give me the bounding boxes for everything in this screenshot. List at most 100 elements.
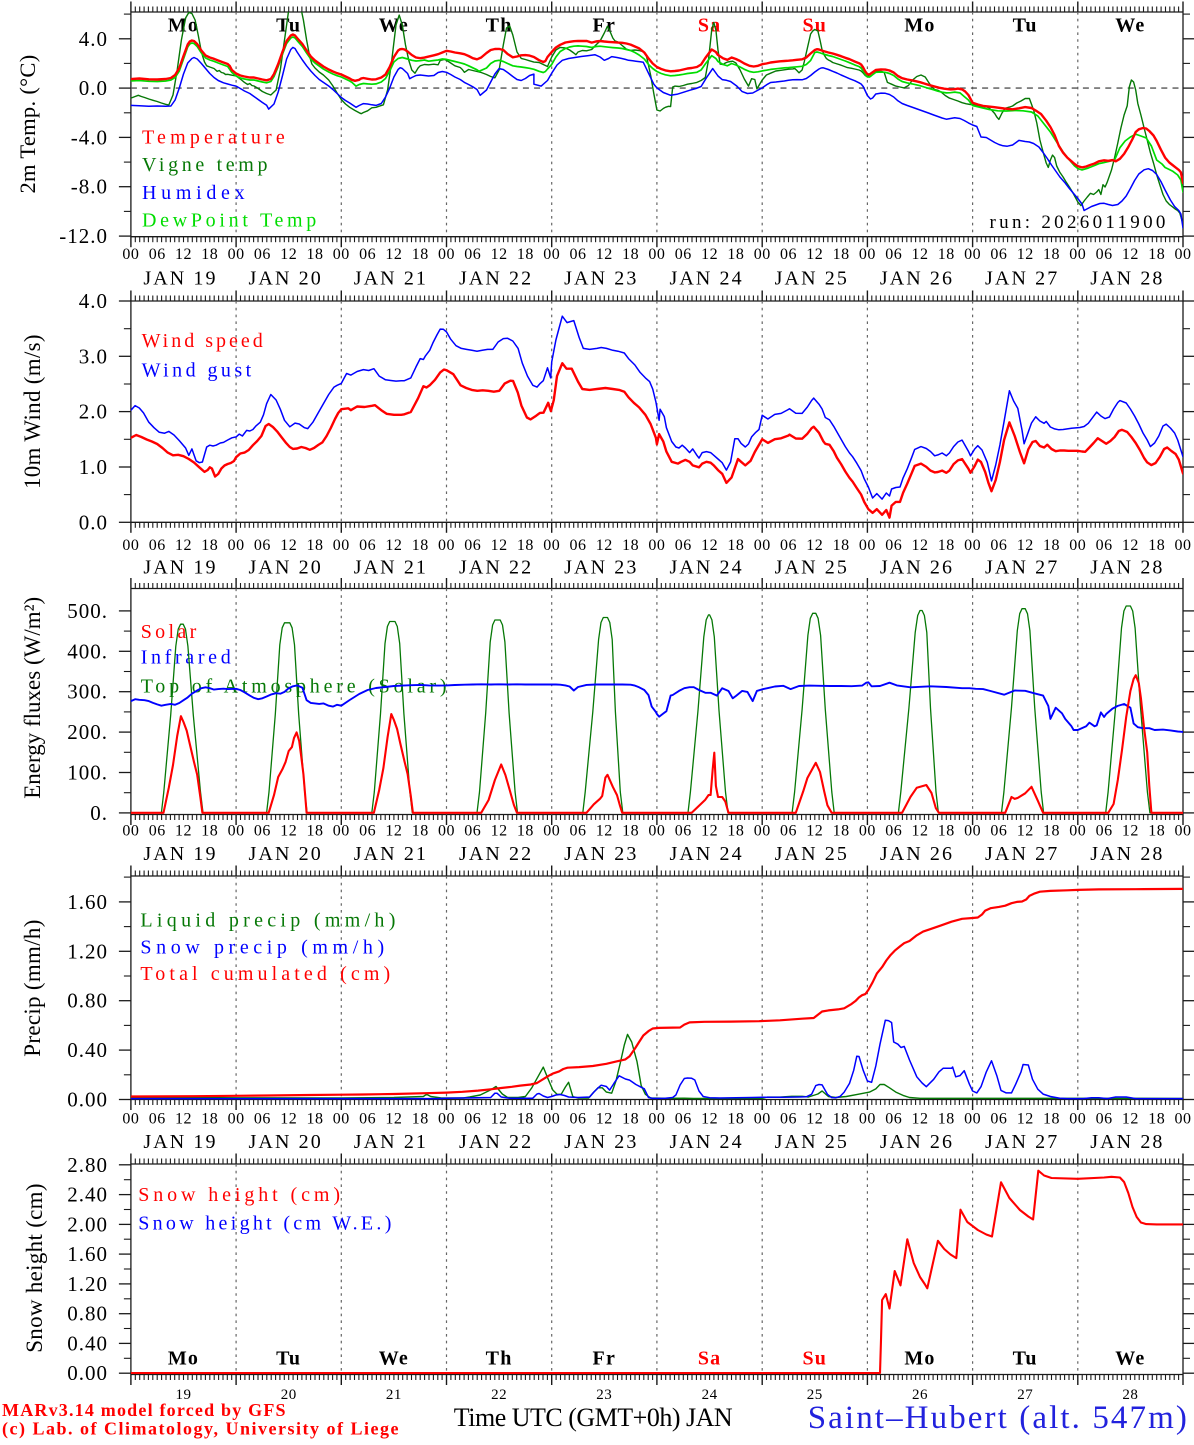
svg-text:12: 12 — [175, 537, 192, 554]
svg-text:Tu: Tu — [1013, 15, 1038, 37]
svg-text:-4.0: -4.0 — [71, 125, 108, 149]
svg-text:06: 06 — [570, 246, 587, 263]
svg-text:06: 06 — [780, 823, 797, 840]
svg-text:00: 00 — [438, 823, 455, 840]
svg-text:00: 00 — [1175, 537, 1192, 554]
svg-text:1.20: 1.20 — [67, 1272, 108, 1296]
svg-text:run: 2026011900: run: 2026011900 — [990, 212, 1169, 233]
svg-text:JAN 20: JAN 20 — [249, 557, 323, 579]
svg-text:00: 00 — [859, 1111, 876, 1128]
svg-text:Su: Su — [802, 1348, 827, 1370]
svg-text:06: 06 — [1096, 1111, 1113, 1128]
svg-text:JAN 27: JAN 27 — [985, 1131, 1059, 1153]
svg-text:0.80: 0.80 — [67, 1302, 108, 1326]
svg-text:DewPoint Temp: DewPoint Temp — [142, 210, 320, 232]
svg-text:06: 06 — [254, 1111, 271, 1128]
svg-text:JAN 20: JAN 20 — [249, 268, 323, 290]
svg-text:06: 06 — [675, 823, 692, 840]
svg-text:JAN 27: JAN 27 — [985, 557, 1059, 579]
svg-text:JAN 26: JAN 26 — [880, 843, 954, 865]
svg-text:18: 18 — [1043, 246, 1060, 263]
svg-text:00: 00 — [543, 1111, 560, 1128]
svg-text:0.00: 0.00 — [67, 1361, 108, 1385]
svg-text:0.0: 0.0 — [79, 510, 108, 534]
svg-text:18: 18 — [201, 537, 218, 554]
svg-text:06: 06 — [149, 1111, 166, 1128]
svg-text:12: 12 — [385, 1111, 402, 1128]
svg-text:JAN 28: JAN 28 — [1090, 268, 1164, 290]
svg-text:JAN 28: JAN 28 — [1090, 843, 1164, 865]
svg-text:We: We — [1115, 1348, 1145, 1370]
svg-text:JAN 24: JAN 24 — [669, 557, 743, 579]
svg-text:Vigne temp: Vigne temp — [142, 154, 271, 176]
svg-text:JAN 22: JAN 22 — [459, 557, 533, 579]
svg-text:18: 18 — [622, 1111, 639, 1128]
svg-text:Th: Th — [486, 1348, 513, 1370]
svg-text:Energy fluxes (W/m²): Energy fluxes (W/m²) — [20, 597, 45, 799]
svg-text:2.40: 2.40 — [67, 1183, 108, 1207]
svg-text:12: 12 — [280, 537, 297, 554]
svg-text:Wind gust: Wind gust — [142, 360, 255, 382]
svg-text:06: 06 — [254, 537, 271, 554]
svg-text:06: 06 — [675, 537, 692, 554]
svg-text:28: 28 — [1122, 1387, 1138, 1403]
svg-text:JAN 25: JAN 25 — [775, 557, 849, 579]
svg-text:1.0: 1.0 — [79, 455, 108, 479]
svg-text:00: 00 — [1175, 823, 1192, 840]
svg-text:00: 00 — [122, 823, 139, 840]
svg-text:26: 26 — [912, 1387, 928, 1403]
svg-text:18: 18 — [201, 1111, 218, 1128]
svg-text:12: 12 — [1122, 246, 1139, 263]
svg-text:23: 23 — [596, 1387, 612, 1403]
svg-text:Humidex: Humidex — [142, 182, 249, 204]
svg-text:JAN 21: JAN 21 — [354, 557, 428, 579]
svg-text:06: 06 — [570, 537, 587, 554]
svg-text:12: 12 — [806, 537, 823, 554]
svg-text:2.00: 2.00 — [67, 1212, 108, 1236]
svg-text:00: 00 — [648, 823, 665, 840]
svg-text:Time UTC (GMT+0h) JAN: Time UTC (GMT+0h) JAN — [454, 1403, 733, 1432]
svg-text:18: 18 — [622, 823, 639, 840]
svg-text:25: 25 — [807, 1387, 823, 1403]
svg-text:18: 18 — [938, 537, 955, 554]
svg-text:18: 18 — [201, 246, 218, 263]
svg-text:JAN 24: JAN 24 — [669, 1131, 743, 1153]
svg-text:0.40: 0.40 — [67, 1038, 108, 1062]
svg-text:-12.0: -12.0 — [59, 224, 108, 248]
svg-text:00: 00 — [859, 537, 876, 554]
svg-text:JAN 23: JAN 23 — [564, 843, 638, 865]
svg-text:12: 12 — [701, 537, 718, 554]
svg-text:JAN 25: JAN 25 — [775, 268, 849, 290]
svg-text:06: 06 — [359, 537, 376, 554]
svg-text:00: 00 — [1069, 823, 1086, 840]
svg-text:12: 12 — [596, 537, 613, 554]
svg-text:06: 06 — [464, 1111, 481, 1128]
svg-text:JAN 23: JAN 23 — [564, 557, 638, 579]
svg-text:Saint–Hubert (alt. 547m): Saint–Hubert (alt. 547m) — [808, 1400, 1189, 1436]
svg-text:00: 00 — [122, 1111, 139, 1128]
svg-text:2.0: 2.0 — [79, 400, 108, 424]
svg-text:Wind speed: Wind speed — [142, 330, 266, 352]
svg-text:12: 12 — [385, 823, 402, 840]
svg-text:JAN 24: JAN 24 — [669, 268, 743, 290]
svg-text:00: 00 — [543, 823, 560, 840]
svg-text:0.: 0. — [90, 801, 108, 825]
svg-text:18: 18 — [727, 823, 744, 840]
svg-text:18: 18 — [412, 823, 429, 840]
svg-text:18: 18 — [833, 1111, 850, 1128]
svg-text:00: 00 — [1069, 537, 1086, 554]
svg-text:JAN 26: JAN 26 — [880, 557, 954, 579]
svg-text:2.80: 2.80 — [67, 1153, 108, 1177]
svg-text:06: 06 — [780, 246, 797, 263]
svg-text:12: 12 — [175, 1111, 192, 1128]
svg-text:06: 06 — [990, 537, 1007, 554]
svg-text:Snow height (cm): Snow height (cm) — [22, 1183, 47, 1353]
svg-text:0.0: 0.0 — [79, 76, 108, 100]
svg-text:4.0: 4.0 — [79, 27, 108, 51]
svg-text:1.60: 1.60 — [67, 890, 108, 914]
svg-text:0.00: 0.00 — [67, 1088, 108, 1112]
svg-text:27: 27 — [1017, 1387, 1033, 1403]
svg-text:00: 00 — [754, 1111, 771, 1128]
svg-text:12: 12 — [701, 1111, 718, 1128]
svg-text:18: 18 — [412, 537, 429, 554]
